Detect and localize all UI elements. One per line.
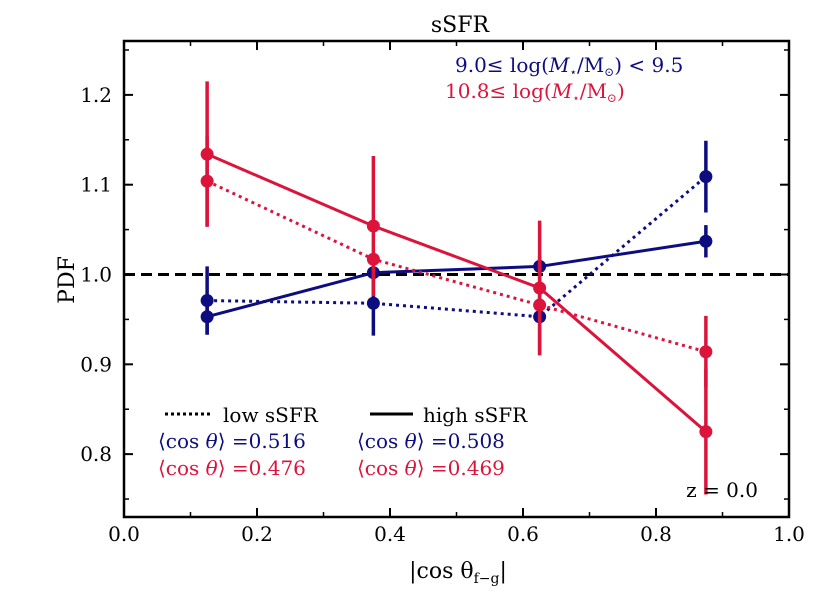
mass-bin-high-pre: 10.8≤ log( [445, 79, 552, 103]
legend-label-low-ssfr: low sSFR [223, 403, 319, 427]
data-point-0-3 [699, 170, 713, 184]
mean-value: 0.476 [249, 456, 306, 480]
mass-bin-high-m: M [551, 79, 573, 103]
series-line-3 [206, 152, 707, 433]
y-tick-label-3: 1.1 [80, 173, 112, 197]
data-point-0-1 [366, 296, 380, 310]
x-axis-label: |cos θf−g| [409, 559, 507, 587]
y-axis-label: PDF [55, 256, 80, 304]
mean-prefix: ⟨cos [158, 456, 206, 480]
mass-bin-high-post: ) [617, 79, 625, 103]
mean-prefix: ⟨cos [158, 429, 206, 453]
mean-high-mass-high-ssfr: ⟨cos θ⟩ =0.469 [357, 456, 505, 480]
x-tick-label-1: 0.2 [241, 522, 273, 546]
series-group [200, 81, 713, 495]
redshift-label: z = 0.0 [686, 478, 758, 502]
mean-prefix: ⟨cos [357, 456, 405, 480]
data-point-3-2 [533, 281, 547, 295]
data-point-3-3 [699, 425, 713, 439]
mass-bin-label-low: 9.0≤ log(M⋆/M⊙) < 9.5 [455, 53, 683, 79]
mass-bin-high-odot: ⊙ [607, 91, 617, 105]
x-tick-label-2: 0.4 [374, 522, 406, 546]
x-tick-label-4: 0.8 [640, 522, 672, 546]
mass-bin-low-post: ) < 9.5 [614, 53, 683, 77]
x-tick-label-3: 0.6 [507, 522, 539, 546]
mass-bin-low-star: ⋆ [569, 65, 577, 79]
x-axis-label-main: |cos θ [409, 559, 474, 584]
mean-low-mass-low-ssfr: ⟨cos θ⟩ =0.516 [158, 429, 306, 453]
mean-theta: θ [405, 456, 417, 480]
series-line-2 [206, 179, 707, 354]
mass-bin-low-m: M [548, 53, 570, 77]
data-point-3-1 [366, 219, 380, 233]
mean-theta: θ [405, 429, 417, 453]
mean-suffix: ⟩ = [218, 429, 249, 453]
mean-suffix: ⟩ = [218, 456, 249, 480]
chart-title: sSFR [431, 13, 491, 38]
mass-bin-low-sun: /M [577, 53, 604, 77]
mass-bin-low-pre: 9.0≤ log( [455, 53, 549, 77]
mass-bin-high-star: ⋆ [572, 91, 580, 105]
legend-label-high-ssfr: high sSFR [423, 403, 528, 427]
x-tick-label-0: 0.0 [108, 522, 140, 546]
mean-suffix: ⟩ = [417, 456, 448, 480]
series-line-0 [207, 175, 707, 319]
data-point-1-0 [200, 310, 214, 324]
y-tick-label-1: 0.9 [80, 352, 112, 376]
mean-suffix: ⟩ = [417, 429, 448, 453]
mean-prefix: ⟨cos [357, 429, 405, 453]
ticks-group: 0.0 0.2 0.4 0.6 0.8 1.0 0.8 0.9 1.0 1.1 1.2 [80, 41, 805, 546]
mean-value: 0.508 [448, 429, 505, 453]
data-point-3-0 [200, 147, 214, 161]
mean-theta: θ [206, 456, 218, 480]
mass-bin-low-odot: ⊙ [604, 65, 614, 79]
mean-high-mass-low-ssfr: ⟨cos θ⟩ =0.476 [158, 456, 306, 480]
mass-bin-high-sun: /M [580, 79, 607, 103]
data-point-2-3 [699, 345, 713, 359]
y-tick-label-0: 0.8 [80, 442, 112, 466]
mean-low-mass-high-ssfr: ⟨cos θ⟩ =0.508 [357, 429, 505, 453]
mass-bin-label-high: 10.8≤ log(M⋆/M⊙) [445, 79, 625, 105]
mean-theta: θ [206, 429, 218, 453]
y-tick-label-4: 1.2 [80, 83, 112, 107]
y-tick-label-2: 1.0 [80, 263, 112, 287]
plot-frame [122, 39, 791, 519]
series-line-1 [206, 239, 707, 319]
x-tick-label-5: 1.0 [773, 522, 805, 546]
mean-value: 0.516 [249, 429, 306, 453]
mean-value: 0.469 [448, 456, 505, 480]
x-axis-label-close: | [499, 559, 506, 584]
x-axis-label-sub: f−g [474, 571, 500, 587]
data-point-1-3 [699, 234, 713, 248]
